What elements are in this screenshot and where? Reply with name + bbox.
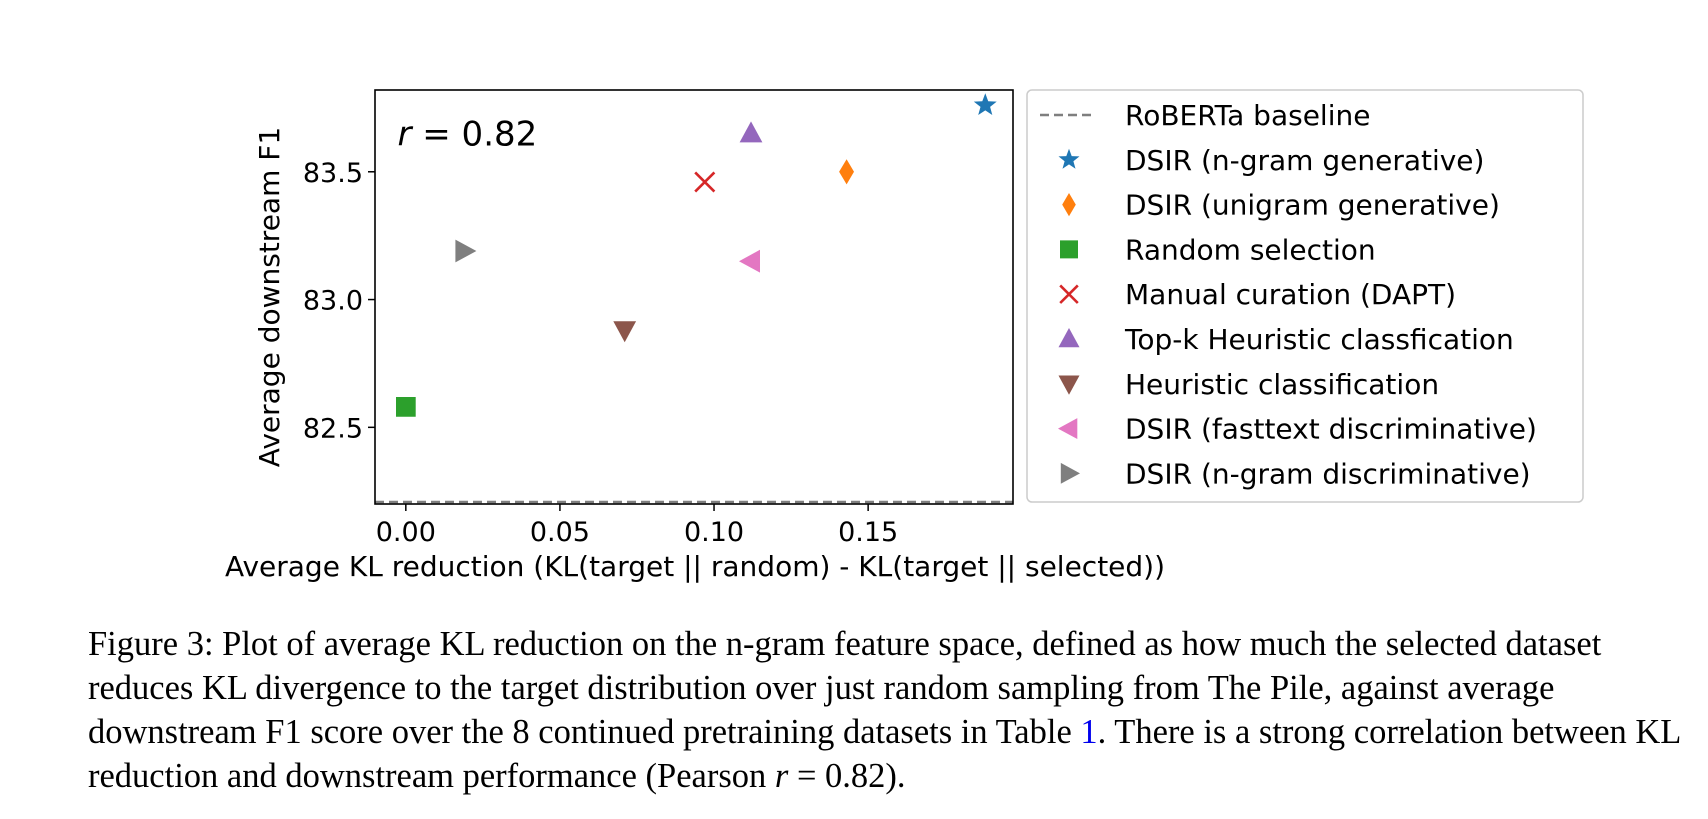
data-point-square — [396, 397, 416, 417]
legend-label: Manual curation (DAPT) — [1125, 278, 1456, 311]
data-point-diamond — [839, 159, 854, 185]
x-tick-label: 0.00 — [376, 517, 436, 548]
data-point-triangle-right — [455, 239, 477, 263]
plot-area: 0.00 0.05 0.10 0.15 82.5 83.0 83.5 Average KL r… — [225, 89, 1165, 583]
legend-label: RoBERTa baseline — [1125, 99, 1370, 132]
legend-swatch-triangle-left — [1058, 418, 1078, 439]
legend: RoBERTa baseline DSIR (n-gram generative)… — [1026, 89, 1584, 503]
data-point-triangle-down — [613, 321, 637, 343]
caption-text-1: Figure 3: Plot of average KL reduction o… — [88, 625, 1602, 751]
data-point-x — [694, 171, 716, 193]
legend-swatch-square — [1060, 240, 1078, 259]
legend-swatch-triangle-right — [1060, 462, 1080, 484]
caption-text-2: . There is a strong correlation between … — [88, 713, 1681, 795]
legend-label: DSIR (n-gram discriminative) — [1125, 457, 1531, 490]
plot-frame — [374, 89, 1014, 505]
y-tick-label: 83.5 — [303, 158, 363, 189]
y-tick-label: 83.0 — [303, 286, 363, 317]
figure-caption: Figure 3: Plot of average KL reduction o… — [88, 622, 1688, 798]
caption-text-3: = 0.82). — [788, 757, 906, 795]
data-point-triangle-up — [739, 121, 763, 143]
x-tick-label: 0.05 — [530, 517, 590, 548]
legend-swatch-triangle-down — [1058, 375, 1080, 395]
y-tick-label: 82.5 — [303, 413, 363, 444]
x-axis-label: Average KL reduction (KL(target || rando… — [225, 550, 1165, 583]
legend-label: DSIR (fasttext discriminative) — [1125, 413, 1537, 446]
caption-r-symbol: r — [774, 757, 789, 795]
annotation-value: = 0.82 — [411, 114, 537, 154]
legend-swatch-x — [1059, 284, 1079, 304]
legend-label: Heuristic classification — [1125, 368, 1439, 401]
correlation-annotation: r = 0.82 — [397, 114, 537, 154]
legend-box — [1026, 89, 1584, 503]
data-point-star — [973, 93, 997, 115]
legend-label: Random selection — [1125, 233, 1376, 266]
legend-label: DSIR (n-gram generative) — [1125, 144, 1484, 177]
x-tick-label: 0.15 — [838, 517, 898, 548]
scatter-chart: 0.00 0.05 0.10 0.15 82.5 83.0 83.5 Average KL r… — [225, 89, 1584, 583]
caption-table-ref-link[interactable]: 1 — [1080, 713, 1098, 751]
y-axis-label: Average downstream F1 — [253, 127, 286, 467]
legend-swatch-triangle-up — [1058, 328, 1080, 348]
annotation-r: r — [397, 114, 413, 154]
legend-label: Top-k Heuristic classfication — [1124, 323, 1514, 356]
legend-label: DSIR (unigram generative) — [1125, 189, 1500, 222]
x-tick-label: 0.10 — [684, 517, 744, 548]
data-point-triangle-left — [739, 249, 760, 273]
legend-swatch-diamond — [1062, 193, 1076, 217]
legend-swatch-star — [1058, 148, 1080, 169]
